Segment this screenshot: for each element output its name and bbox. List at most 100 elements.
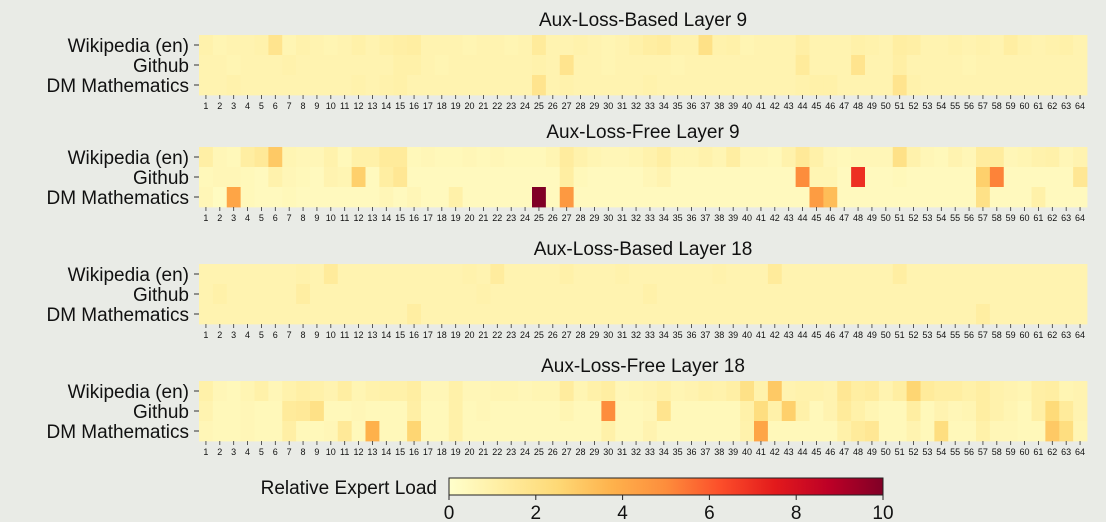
column-label: 60 [1020,101,1030,111]
column-label: 40 [742,447,752,457]
heatmap-cell [337,167,353,188]
heatmap-cell [518,421,533,442]
heatmap-cell [795,75,810,96]
colorbar-ticks: 0 2 4 6 8 10 [444,495,894,522]
heatmap-cell [434,35,450,56]
heatmap-cell [656,187,672,208]
heatmap-cell [684,35,699,56]
heatmap-cell [795,55,810,76]
heatmap-cell [226,284,242,305]
heatmap-cell [1031,264,1046,285]
heatmap-cell [407,35,422,56]
column-label: 13 [367,101,377,111]
heatmap-cell [323,284,339,305]
heatmap-cell [337,284,353,305]
column-label: 18 [437,330,447,340]
column-label: 45 [811,213,821,223]
heatmap-cell [504,284,519,305]
heatmap-cell [698,284,713,305]
heatmap-cell [656,75,672,96]
heatmap-cell [254,147,269,168]
column-label: 10 [326,447,336,457]
heatmap-cell [837,35,852,56]
column-label: 53 [922,447,932,457]
heatmap-cell [712,167,727,188]
heatmap-cell [296,167,311,188]
heatmap-cell [892,55,908,76]
heatmap-cell [518,381,533,402]
heatmap-cell [282,35,297,56]
heatmap-cell [851,304,866,325]
column-label: 27 [562,447,572,457]
heatmap-cell [976,381,991,402]
heatmap-cell [1003,401,1019,422]
heatmap-cell [795,35,810,56]
heatmap-cell [587,187,602,208]
heatmap-cell [906,147,921,168]
heatmap-cell [684,421,699,442]
heatmap-cell [559,35,575,56]
heatmap-cell [948,147,963,168]
heatmap-cell [781,401,797,422]
heatmap-cell [726,381,741,402]
heatmap-cell [976,304,991,325]
heatmap-cell [379,304,394,325]
heatmap-cell [434,304,450,325]
heatmap-cell [282,284,297,305]
heatmap-cell [920,304,935,325]
heatmap-cell [587,284,602,305]
heatmap-cell [767,381,783,402]
column-label: 51 [895,330,905,340]
heatmap-cell [1017,187,1032,208]
heatmap-cell [559,264,575,285]
heatmap-cell [296,75,311,96]
heatmap-cell [643,401,658,422]
column-label: 43 [784,213,794,223]
column-label: 17 [423,101,433,111]
heatmap-cell [226,304,242,325]
heatmap-cell [615,35,630,56]
column-label: 9 [314,101,319,111]
heatmap-cell [1045,75,1060,96]
heatmap-cell [865,381,880,402]
column-label: 3 [231,101,236,111]
heatmap-cell [698,304,713,325]
column-label: 55 [950,101,960,111]
column-label: 34 [659,447,669,457]
heatmap-cell [434,187,450,208]
heatmap-cell [795,401,810,422]
heatmap-cell [532,35,547,56]
column-label: 58 [992,447,1002,457]
heatmap-cell [878,167,894,188]
heatmap-cell [712,421,727,442]
column-label: 3 [231,213,236,223]
heatmap-cell [573,35,588,56]
column-label: 15 [395,447,405,457]
column-label: 59 [1006,447,1016,457]
column-label: 5 [259,447,264,457]
heatmap-cell [1059,167,1074,188]
heatmap-cell [823,284,838,305]
row-label: DM Mathematics [46,305,189,326]
heatmap-cell [1045,264,1060,285]
heatmap-cell [490,187,505,208]
heatmap-cell [934,381,949,402]
heatmap-cell [1031,147,1046,168]
heatmap-cell [615,167,630,188]
heatmap-cell [268,187,283,208]
heatmap-cell [781,167,797,188]
heatmap-cell [1059,304,1074,325]
heatmap-cell [948,421,963,442]
heatmap-cell [476,55,491,76]
heatmap-cell [906,187,921,208]
heatmap-cell [837,284,852,305]
heatmap-cell [504,55,519,76]
heatmap-cell [559,401,575,422]
heatmap-cell [379,421,394,442]
column-label: 44 [798,330,808,340]
heatmap-cell [282,381,297,402]
column-label: 27 [562,330,572,340]
heatmap-cell [892,401,908,422]
heatmap-cell [462,381,477,402]
heatmap-cell [1031,187,1046,208]
